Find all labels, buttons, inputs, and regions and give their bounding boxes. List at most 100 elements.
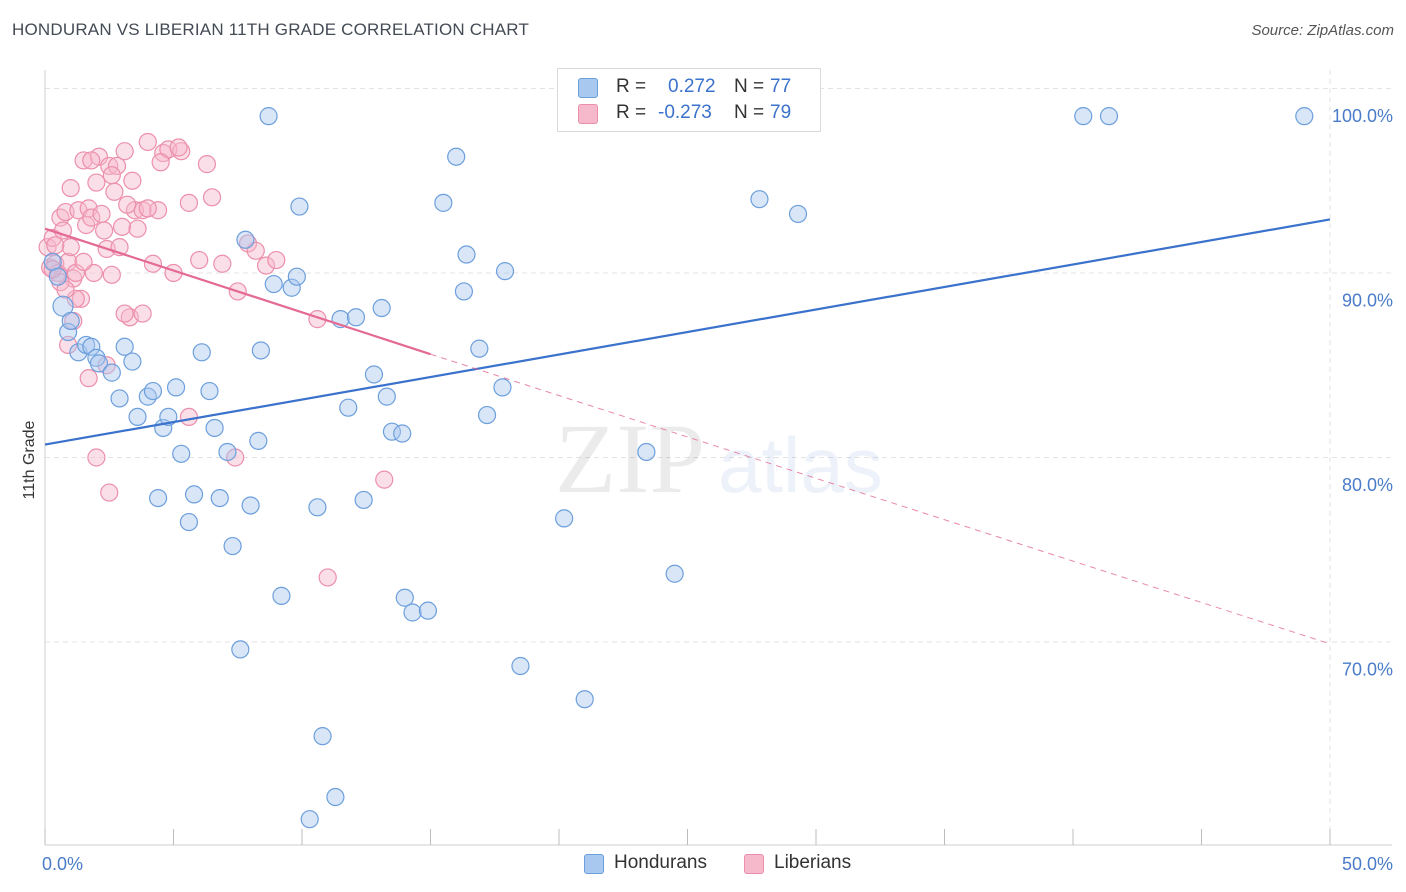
r-label: R =: [616, 76, 647, 97]
hondurans-point: [231, 640, 250, 659]
hondurans-point: [148, 488, 168, 508]
liberians-trend-line: [44, 227, 431, 356]
hondurans-point: [454, 282, 474, 301]
liberians-point: [267, 250, 286, 270]
hondurans-point: [89, 354, 109, 373]
r-value: 0.272: [668, 76, 716, 97]
hondurans-point: [138, 387, 157, 406]
x-tick-label: 0.0%: [42, 854, 83, 874]
hondurans-point: [1099, 107, 1119, 126]
liberians-point: [95, 221, 114, 240]
hondurans-point: [251, 341, 270, 360]
hondurans-point: [179, 512, 199, 532]
hondurans-point: [241, 496, 260, 515]
hondurans-point: [218, 442, 237, 462]
liberians-point: [112, 217, 132, 236]
liberians-point: [102, 265, 121, 284]
liberians-point: [59, 335, 78, 355]
y-tick-label: 100.0%: [1332, 106, 1393, 126]
liberians-swatch: [578, 104, 598, 124]
r-value: -0.273: [658, 102, 712, 123]
y-tick-label: 70.0%: [1342, 660, 1393, 680]
hondurans-point: [192, 343, 211, 362]
hondurans-point: [287, 267, 306, 286]
liberians-point: [74, 151, 93, 170]
hondurans-point: [372, 298, 391, 318]
hondurans-trend-line: [44, 218, 1331, 446]
hondurans-point: [470, 339, 489, 358]
y-axis-title: 11th Grade: [21, 420, 38, 499]
hondurans-point: [493, 378, 512, 397]
hondurans-point: [236, 230, 255, 249]
hondurans-point: [205, 418, 224, 438]
hondurans-point: [447, 147, 466, 166]
hondurans-point: [264, 274, 283, 294]
hondurans-point: [61, 311, 80, 331]
hondurans-point: [110, 389, 129, 408]
liberians-point: [79, 369, 98, 388]
liberians-point: [46, 236, 65, 255]
hondurans-point: [200, 381, 219, 401]
hondurans-point: [788, 204, 808, 224]
legend-hondurans: Hondurans: [584, 852, 724, 876]
hondurans-point: [210, 488, 229, 508]
hondurans-point: [223, 536, 242, 556]
liberians-point: [84, 263, 103, 283]
hondurans-point: [184, 485, 204, 504]
hondurans-point: [128, 407, 147, 427]
hondurans-point: [364, 365, 384, 384]
liberians-point: [179, 193, 199, 212]
hondurans-point: [354, 490, 373, 510]
liberians-point: [318, 568, 337, 587]
y-tick-label: 80.0%: [1342, 475, 1393, 495]
liberians-point: [202, 188, 222, 207]
hondurans-point: [313, 727, 332, 746]
hondurans-point: [308, 498, 327, 517]
hondurans-point: [290, 197, 309, 216]
hondurans-point: [172, 444, 191, 463]
liberians-point: [197, 155, 217, 174]
liberians-trend-extension: [430, 353, 1331, 645]
liberians-point: [133, 304, 152, 323]
chart-title: HONDURAN VS LIBERIAN 11TH GRADE CORRELAT…: [12, 20, 530, 39]
hondurans-point: [511, 656, 530, 676]
hondurans-point: [1074, 107, 1093, 126]
liberians-point: [61, 238, 80, 257]
hondurans-point: [377, 387, 396, 406]
hondurans-point: [495, 262, 515, 281]
liberians-point: [246, 241, 265, 260]
liberians-point: [118, 195, 137, 214]
series-hondurans: [43, 107, 1314, 829]
liberians-point: [256, 256, 276, 275]
hondurans-point: [102, 363, 121, 382]
hondurans-point: [82, 337, 101, 356]
hondurans-point: [339, 398, 358, 417]
hondurans-point: [166, 378, 186, 397]
hondurans-point: [457, 245, 476, 264]
liberians-point: [115, 142, 134, 161]
hondurans-point: [300, 810, 319, 829]
hondurans-point: [326, 787, 345, 807]
hondurans-point: [282, 278, 301, 297]
liberians-point: [128, 219, 147, 238]
liberians-point: [107, 156, 127, 176]
hondurans-point: [395, 588, 414, 607]
hondurans-point: [123, 352, 142, 371]
liberians-point: [138, 199, 157, 218]
tick-labels: 100.0% 90.0% 80.0% 70.0% 0.0% 50.0%: [42, 106, 1393, 874]
hondurans-point: [259, 107, 278, 126]
n-label: N =: [734, 76, 765, 97]
liberians-point: [123, 171, 142, 190]
hondurans-swatch: [578, 78, 598, 98]
liberians-point: [179, 407, 199, 427]
hondurans-point: [249, 431, 268, 450]
liberians-point: [87, 448, 106, 467]
liberians-point: [92, 204, 111, 224]
hondurans-point: [575, 690, 594, 709]
liberians-point: [82, 151, 101, 170]
source-label: Source: ZipAtlas.com: [1251, 22, 1394, 39]
hondurans-point: [143, 381, 163, 401]
watermark: ZIP atlas: [555, 403, 883, 514]
liberians-legend-label: Liberians: [774, 852, 852, 873]
